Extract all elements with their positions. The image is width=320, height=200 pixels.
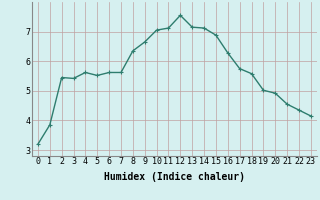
X-axis label: Humidex (Indice chaleur): Humidex (Indice chaleur) bbox=[104, 172, 245, 182]
